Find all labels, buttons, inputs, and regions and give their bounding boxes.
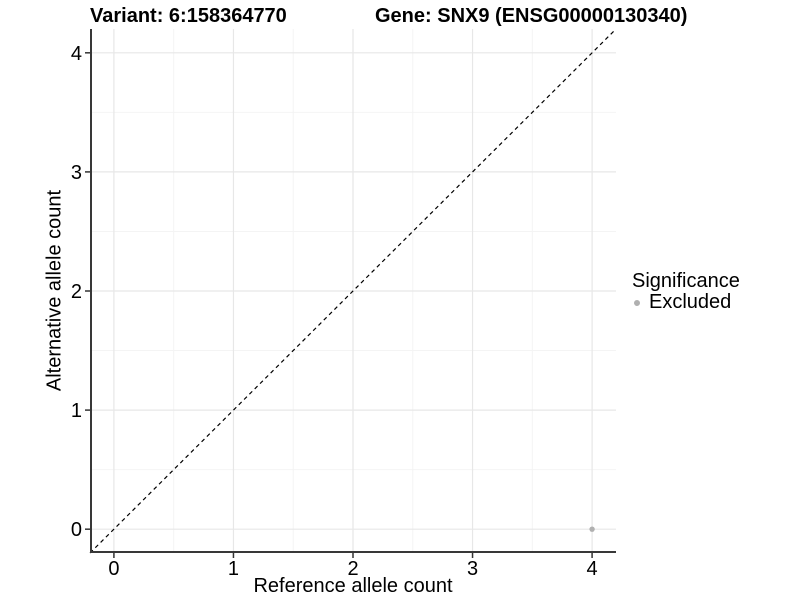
y-tick-label: 0 xyxy=(71,519,82,541)
x-axis-title: Reference allele count xyxy=(253,575,453,597)
y-axis-title: Alternative allele count xyxy=(43,189,66,392)
legend-point-icon xyxy=(634,299,640,306)
x-tick-label: 1 xyxy=(228,558,239,580)
x-tick-label: 3 xyxy=(467,558,478,580)
legend-entry-excluded: Excluded xyxy=(630,292,740,313)
plot-title-gene: Gene: SNX9 (ENSG00000130340) xyxy=(375,5,688,27)
plot-title-variant: Variant: 6:158364770 xyxy=(90,5,287,27)
x-tick-label: 0 xyxy=(108,558,119,580)
x-tick-label: 4 xyxy=(587,558,598,580)
y-tick-label: 3 xyxy=(71,162,82,184)
legend-entry-label: Excluded xyxy=(649,291,732,313)
y-tick-label: 2 xyxy=(71,281,82,303)
y-tick-label: 1 xyxy=(71,400,82,422)
identity-line xyxy=(89,28,617,554)
legend: Significance Excluded xyxy=(630,271,740,313)
y-tick-label: 4 xyxy=(71,43,82,65)
x-tick-label: 2 xyxy=(347,558,358,580)
data-point xyxy=(589,526,595,532)
legend-title: Significance xyxy=(632,270,740,292)
